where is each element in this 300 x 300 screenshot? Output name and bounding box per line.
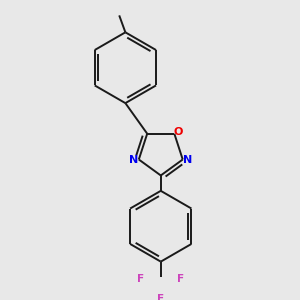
Text: F: F	[177, 274, 184, 284]
Text: N: N	[183, 154, 192, 164]
Text: F: F	[137, 274, 144, 284]
Text: O: O	[174, 128, 183, 137]
Text: F: F	[157, 294, 164, 300]
Text: N: N	[129, 154, 139, 164]
